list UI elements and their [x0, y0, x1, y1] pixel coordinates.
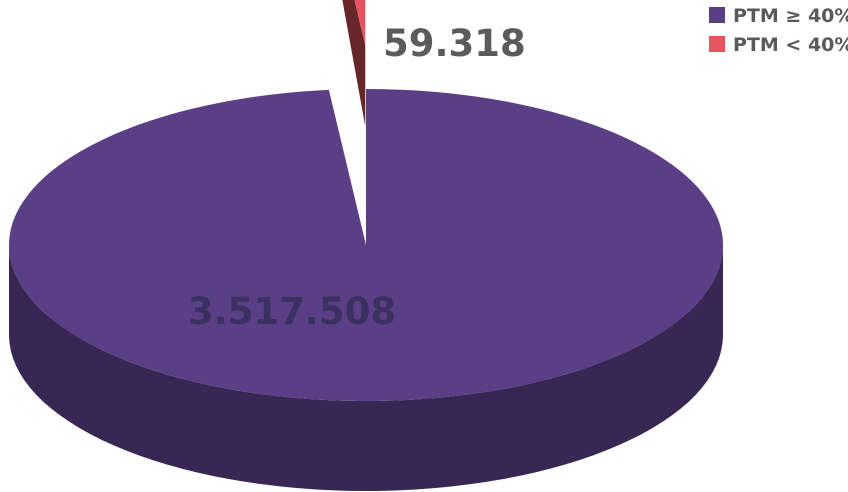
data-labels: 3.517.508 59.318	[188, 22, 526, 333]
legend-label: PTM < 40%	[733, 34, 848, 56]
pie-layer	[8, 0, 723, 491]
legend-swatch	[709, 7, 725, 23]
legend-label: PTM ≥ 40%	[733, 5, 848, 27]
data-label-ptm-lt-40: 59.318	[383, 22, 526, 65]
data-label-ptm-ge-40: 3.517.508	[188, 290, 396, 333]
legend-swatch	[709, 36, 725, 52]
pie-slice-side-ptm-lt-40	[342, 0, 366, 127]
pie-slice-side-ptm-ge-40	[9, 245, 723, 491]
pie-slice-ptm-lt-40	[354, 0, 366, 46]
legend: PTM ≥ 40% PTM < 40%	[709, 5, 848, 56]
pie-slice-ptm-ge-40	[8, 89, 723, 401]
